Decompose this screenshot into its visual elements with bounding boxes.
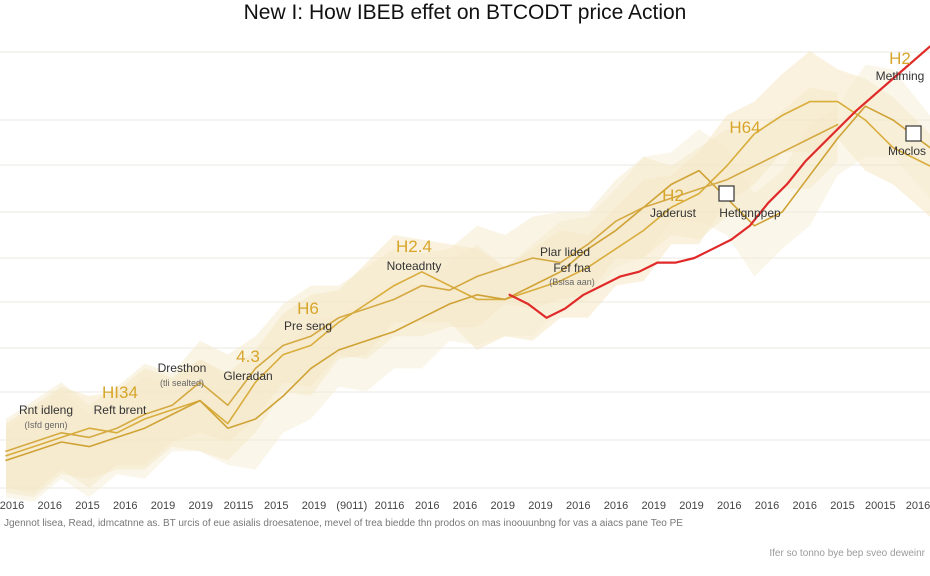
x-tick-label: 2015 bbox=[830, 500, 854, 512]
annotation-text: Moclos bbox=[888, 144, 926, 158]
annotation-text: Rnt idleng bbox=[19, 403, 73, 417]
annotation-title: H64 bbox=[729, 118, 760, 137]
x-tick-label: 2019 bbox=[189, 500, 213, 512]
markers bbox=[718, 125, 922, 202]
annotation-text: Gleradan bbox=[223, 369, 272, 383]
x-tick-label: 2016 bbox=[38, 500, 62, 512]
annotation-text: Dresthon bbox=[158, 361, 207, 375]
annotation-subtext: (tli sealted) bbox=[160, 378, 204, 388]
corner-note: Ifer so tonno bye bep sveo deweinr bbox=[769, 548, 925, 559]
annotation-text: Noteadnty bbox=[387, 259, 442, 273]
series-line bbox=[5, 100, 930, 457]
x-tick-label: 2016 bbox=[755, 500, 779, 512]
annotation-title: H2 bbox=[889, 49, 911, 68]
x-tick-label: 2016 bbox=[604, 500, 628, 512]
annotation-text: Plar lided bbox=[540, 245, 590, 259]
annotation-text: Metlming bbox=[876, 69, 925, 83]
annotation-text: Hetlgnppep bbox=[719, 206, 781, 220]
annotation-label: H2.4 Noteadnty bbox=[387, 237, 442, 273]
annotation-label: Moclos bbox=[888, 144, 926, 158]
chart-title: New I: How IBEB effet on BTCODT price Ac… bbox=[243, 1, 687, 24]
annotation-label: Dresthon (tli sealted) bbox=[158, 361, 207, 388]
series-lines bbox=[5, 45, 930, 462]
x-tick-label: 2016 bbox=[453, 500, 477, 512]
annotation-label: Hetlgnppep bbox=[719, 206, 781, 220]
annotation-title: HI34 bbox=[102, 383, 138, 402]
annotation-title: 4.3 bbox=[236, 347, 260, 366]
annotation-label: 4.3 Gleradan bbox=[223, 347, 272, 383]
x-axis: 2016 2016 2015 2016 2019 2019 20115 2015 2019 (90… bbox=[0, 500, 930, 512]
annotation-title: H2.4 bbox=[396, 237, 432, 256]
x-tick-label: 2016 bbox=[906, 500, 930, 512]
x-tick-label: 20115 bbox=[224, 500, 254, 512]
x-tick-label: 2019 bbox=[679, 500, 703, 512]
series-line bbox=[508, 45, 930, 319]
annotation-text: Jaderust bbox=[650, 206, 697, 220]
x-tick-label: 2019 bbox=[642, 500, 666, 512]
x-tick-label: 20015 bbox=[865, 500, 896, 512]
x-tick-label: 2016 bbox=[113, 500, 137, 512]
x-tick-label: 2015 bbox=[264, 500, 288, 512]
x-tick-label: 2016 bbox=[0, 500, 24, 512]
x-tick-label: 2019 bbox=[151, 500, 175, 512]
series-band bbox=[6, 87, 838, 493]
x-tick-label: 2016 bbox=[566, 500, 590, 512]
x-tick-label: 2015 bbox=[75, 500, 99, 512]
annotation-title: H2 bbox=[662, 186, 684, 205]
x-tick-label: 2019 bbox=[528, 500, 552, 512]
annotation-label: Fef fna (Bsisa aan) bbox=[549, 261, 595, 287]
square-marker bbox=[718, 185, 735, 202]
square-marker bbox=[905, 125, 922, 142]
x-tick-label: 2016 bbox=[415, 500, 439, 512]
annotation-subtext: (Isfd genn) bbox=[24, 420, 67, 430]
x-tick-label: 2019 bbox=[302, 500, 326, 512]
x-tick-label: (9011) bbox=[336, 500, 367, 512]
grid bbox=[0, 51, 930, 489]
annotation-text: Pre seng bbox=[284, 319, 332, 333]
annotation-text: Fef fna bbox=[553, 261, 591, 275]
volatility-bands bbox=[6, 51, 930, 502]
annotation-text: Reft brent bbox=[94, 403, 147, 417]
annotation-title: H6 bbox=[297, 299, 319, 318]
series-line bbox=[5, 105, 930, 462]
series-band bbox=[6, 51, 930, 498]
annotation-label: Rnt idleng (Isfd genn) bbox=[19, 403, 73, 430]
series-line bbox=[5, 123, 839, 453]
annotation-label: Plar lided bbox=[540, 245, 590, 259]
annotation-label: H64 bbox=[729, 118, 760, 137]
x-tick-label: 20116 bbox=[375, 500, 405, 512]
footnote: Jgennot lisea, Read, idmcatnne as. BT ur… bbox=[4, 518, 683, 529]
annotation-subtext: (Bsisa aan) bbox=[549, 277, 595, 287]
x-tick-label: 2019 bbox=[491, 500, 515, 512]
x-tick-label: 2016 bbox=[717, 500, 741, 512]
x-tick-label: 2016 bbox=[793, 500, 817, 512]
